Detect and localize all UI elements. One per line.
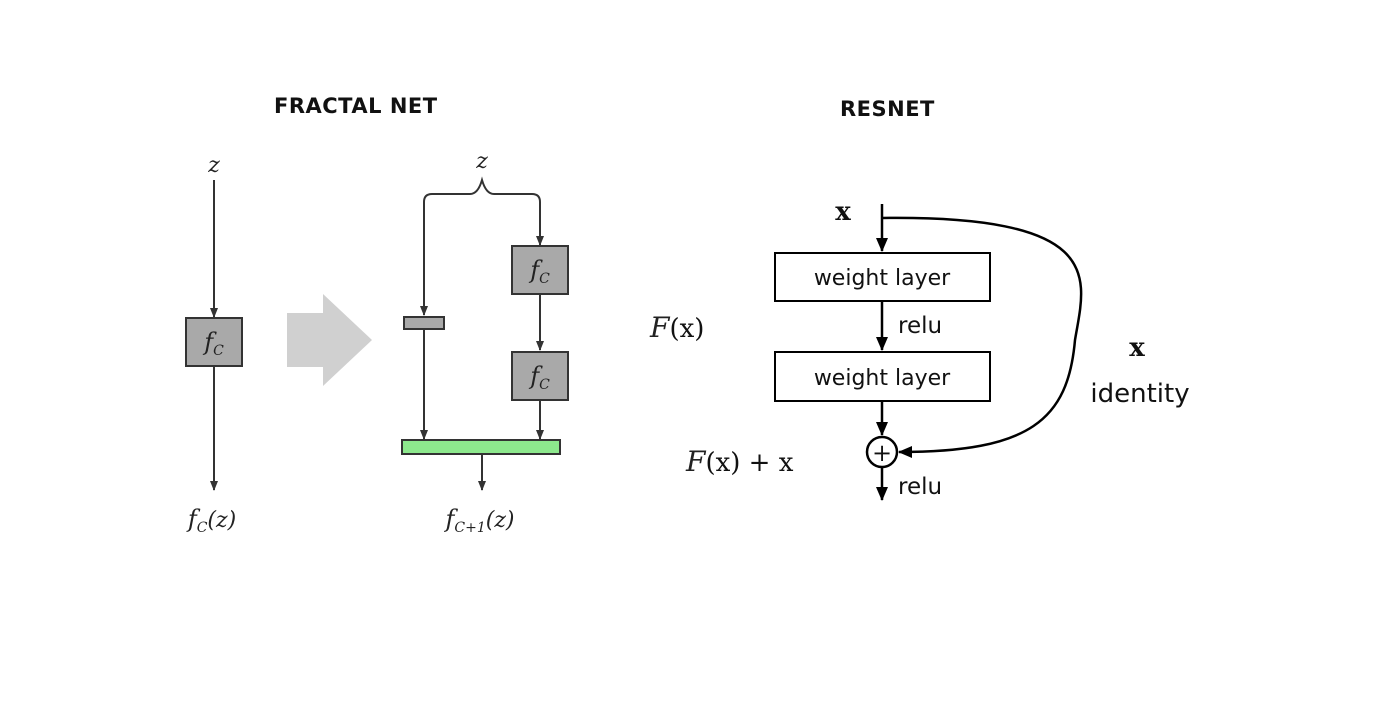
input-brace — [423, 176, 541, 203]
sum-expression-label: F(x) + x — [685, 445, 794, 478]
shortcut-small-block — [403, 316, 445, 330]
expand-arrow — [287, 294, 372, 386]
identity-skip-connection — [881, 216, 1083, 458]
weight-layer-1-label: weight layer — [814, 266, 951, 291]
resnet-title: RESNET — [840, 97, 935, 121]
left-input-z: z — [207, 153, 220, 178]
identity-label: identity — [1090, 379, 1189, 409]
right-output-label: fC+1(z) — [443, 505, 514, 536]
weight-layer-2 — [774, 351, 991, 402]
left-output-label: fC(z) — [186, 505, 236, 536]
left-fc-block — [185, 317, 243, 367]
identity-x: x — [1129, 333, 1145, 363]
fractal-net-title: FRACTAL NET — [274, 94, 438, 118]
lower-fc-block — [511, 351, 569, 401]
residual-function-label: F(x) — [649, 311, 704, 344]
right-input-z: z — [475, 149, 488, 174]
relu-out-label: relu — [898, 474, 942, 500]
resnet-input-x: x — [835, 197, 851, 227]
relu-mid-label: relu — [898, 313, 942, 339]
join-layer — [401, 439, 561, 455]
upper-fc-block — [511, 245, 569, 295]
sum-plus: + — [872, 439, 892, 467]
weight-layer-2-label: weight layer — [814, 366, 951, 391]
weight-layer-1 — [774, 252, 991, 302]
